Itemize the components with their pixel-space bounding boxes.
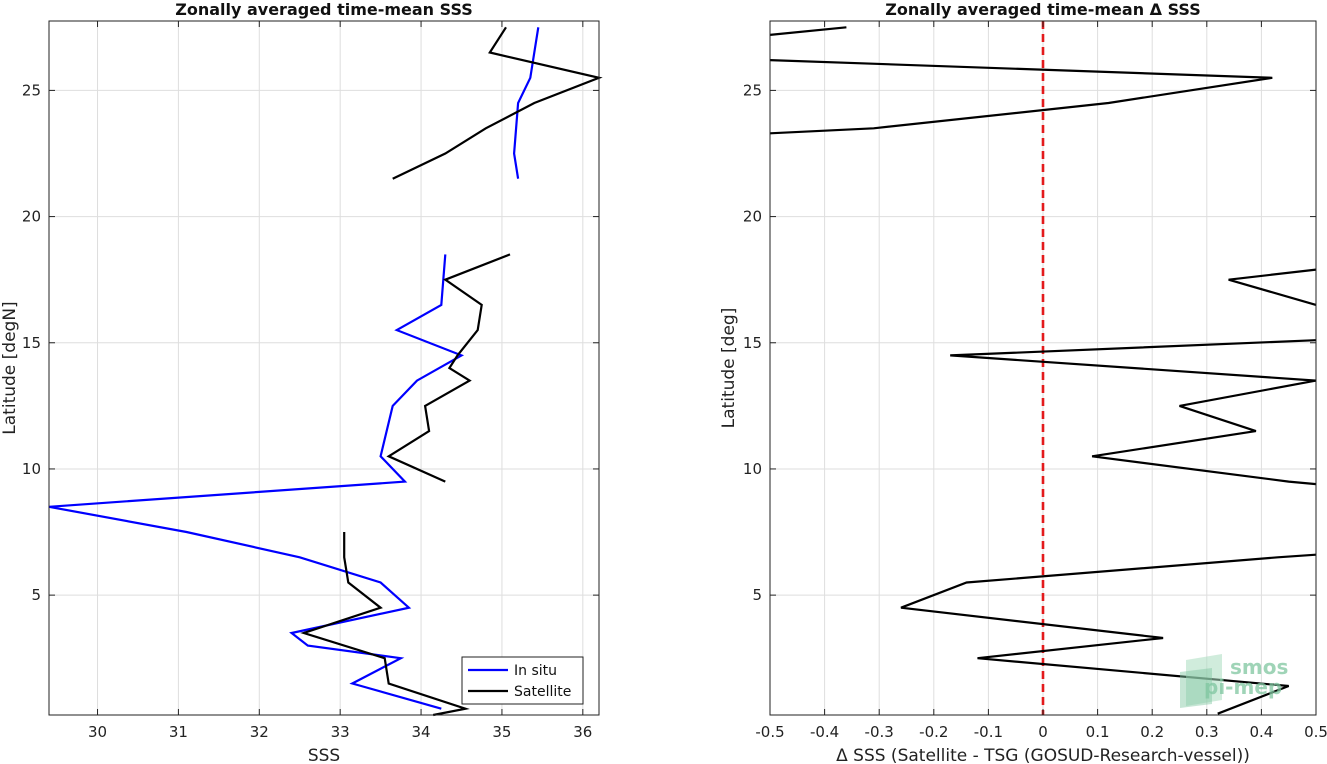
- x-tick-label: 34: [412, 723, 431, 741]
- x-tick-label: 0.3: [1195, 723, 1219, 741]
- left-tick-labels: 30 31 32 33 34 35 36 5 10 15 20 25: [22, 21, 599, 741]
- logo-shape-back-icon: [1180, 668, 1212, 708]
- y-tick-label: 10: [743, 460, 762, 478]
- y-tick-label: 15: [22, 334, 41, 352]
- x-tick-label: 0.1: [1086, 723, 1110, 741]
- delta-sss-line: [1091, 379, 1317, 486]
- x-tick-label: 35: [492, 723, 511, 741]
- right-panel: -0.5 -0.4 -0.3 -0.2 -0.1 0 0.1 0.2 0.3 0.4 0.5 5 10 1…: [719, 0, 1327, 764]
- x-tick-label: 0.4: [1249, 723, 1273, 741]
- x-tick-label: -0.5: [755, 723, 784, 741]
- x-tick-label: -0.2: [919, 723, 948, 741]
- right-tick-labels: -0.5 -0.4 -0.3 -0.2 -0.1 0 0.1 0.2 0.3 0.4 0.5 5 10 1…: [743, 21, 1327, 741]
- logo-text-pi-mep: pi-mep: [1204, 675, 1282, 699]
- y-tick-label: 5: [31, 586, 41, 604]
- satellite-line: [300, 532, 470, 717]
- satellite-line: [386, 253, 511, 483]
- left-chart-title: Zonally averaged time-mean SSS: [175, 0, 473, 19]
- right-plot-lines: [769, 21, 1317, 715]
- y-tick-label: 25: [22, 81, 41, 99]
- delta-sss-line: [950, 339, 1317, 382]
- left-axes-frame: [48, 20, 600, 716]
- left-y-axis-label: Latitude [degN]: [0, 301, 20, 434]
- satellite-line: [392, 26, 603, 180]
- legend-box: [461, 656, 584, 705]
- right-chart-title: Zonally averaged time-mean Δ SSS: [885, 0, 1201, 19]
- left-grid: [49, 21, 599, 715]
- x-tick-label: 33: [331, 723, 350, 741]
- x-tick-label: 0.2: [1140, 723, 1164, 741]
- x-tick-label: 0.5: [1304, 723, 1327, 741]
- in-situ-line: [512, 27, 540, 179]
- in-situ-line: [48, 254, 465, 710]
- delta-sss-line: [900, 553, 1317, 715]
- x-tick-label: -0.1: [974, 723, 1003, 741]
- y-tick-label: 20: [22, 208, 41, 226]
- x-tick-label: 31: [169, 723, 188, 741]
- logo-shape-icon: [1186, 654, 1222, 706]
- delta-sss-line: [769, 59, 1273, 135]
- right-y-axis-label: Latitude [deg]: [719, 308, 739, 429]
- logo-text-smos: smos: [1230, 655, 1288, 679]
- legend-insitu-label: In situ: [514, 663, 557, 679]
- y-tick-label: 10: [22, 460, 41, 478]
- legend-satellite-label: Satellite: [514, 684, 571, 700]
- x-tick-label: -0.4: [810, 723, 839, 741]
- y-tick-label: 5: [752, 586, 762, 604]
- y-tick-label: 20: [743, 208, 762, 226]
- x-tick-label: 30: [88, 723, 107, 741]
- left-plot-lines: [48, 26, 603, 717]
- smos-pi-mep-logo: smos pi-mep: [1180, 654, 1288, 708]
- y-tick-label: 15: [743, 334, 762, 352]
- x-tick-label: 32: [250, 723, 269, 741]
- x-tick-label: 36: [573, 723, 592, 741]
- x-tick-label: -0.3: [865, 723, 894, 741]
- left-panel: 30 31 32 33 34 35 36 5 10 15 20 25 Zonally averaged…: [0, 0, 603, 764]
- legend: In situ Satellite: [461, 656, 584, 705]
- left-x-axis-label: SSS: [308, 746, 340, 764]
- delta-sss-line: [1228, 268, 1317, 306]
- delta-sss-line: [769, 26, 847, 36]
- x-tick-label: 0: [1038, 723, 1048, 741]
- right-x-axis-label: Δ SSS (Satellite - TSG (GOSUD-Research-v…: [836, 746, 1250, 764]
- y-tick-label: 25: [743, 81, 762, 99]
